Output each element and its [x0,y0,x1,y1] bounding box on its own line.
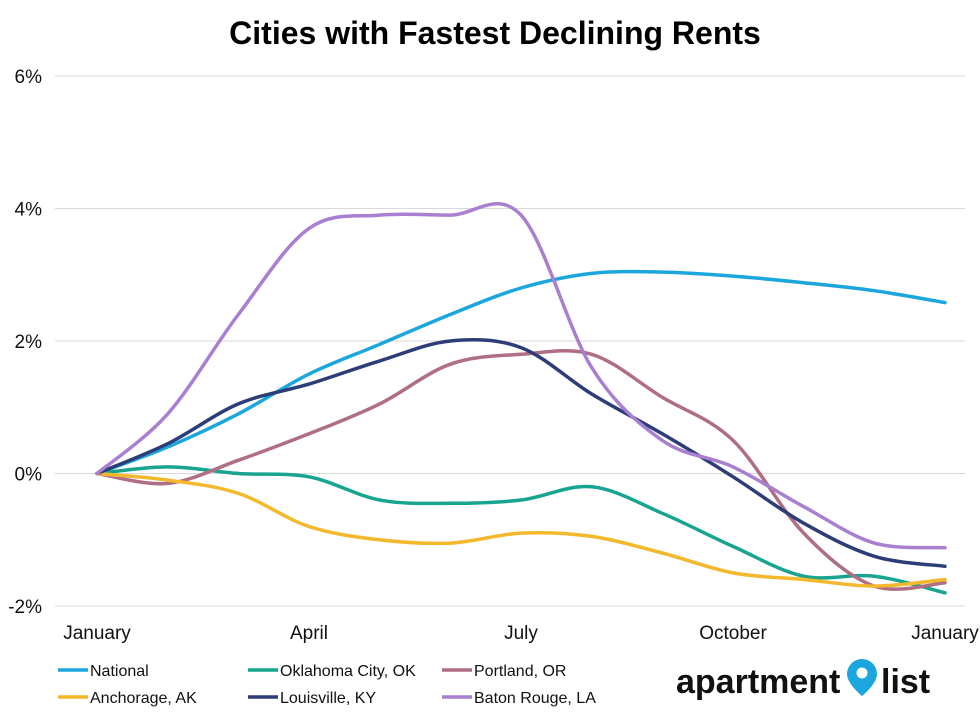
legend: National Oklahoma City, OK Portland, OR Anc… [58,663,596,707]
legend-item: National [58,663,149,680]
legend-label: Portland, OR [474,663,566,680]
series-line-2 [95,348,947,591]
y-tick-label: 4% [15,200,43,221]
apartment-list-logo: apartment list [676,659,930,701]
y-tick-label: 2% [15,332,43,353]
x-tick-label: October [699,623,767,644]
series-line-3 [95,471,947,588]
logo-word-right: list [881,663,930,701]
legend-label: Anchorage, AK [90,690,197,707]
series-line-5 [95,202,947,550]
legend-item: Anchorage, AK [58,690,197,707]
legend-item: Baton Rouge, LA [442,690,596,707]
y-axis-ticks: -2% 0% 2% 4% 6% [8,67,42,618]
legend-item: Louisville, KY [248,690,376,707]
y-tick-label: 0% [15,465,43,486]
logo-word-left: apartment [676,663,840,701]
x-tick-label: July [504,623,538,644]
series-lines [95,202,947,595]
x-tick-label: January [63,623,131,644]
series-line-0 [95,269,947,476]
series-line-1 [95,465,947,595]
series-line-4 [95,338,947,569]
chart-title: Cities with Fastest Declining Rents [229,15,761,51]
legend-item: Portland, OR [442,663,566,680]
legend-label: Oklahoma City, OK [280,663,416,680]
location-pin-icon [847,659,877,696]
legend-label: Louisville, KY [280,690,376,707]
y-tick-label: 6% [15,67,43,88]
x-axis-ticks: January April July October January [63,623,979,644]
legend-item: Oklahoma City, OK [248,663,416,680]
legend-label: Baton Rouge, LA [474,690,596,707]
y-tick-label: -2% [8,597,42,618]
x-tick-label: April [290,623,328,644]
grid [55,75,965,607]
legend-label: National [90,663,149,680]
x-tick-label: January [911,623,979,644]
